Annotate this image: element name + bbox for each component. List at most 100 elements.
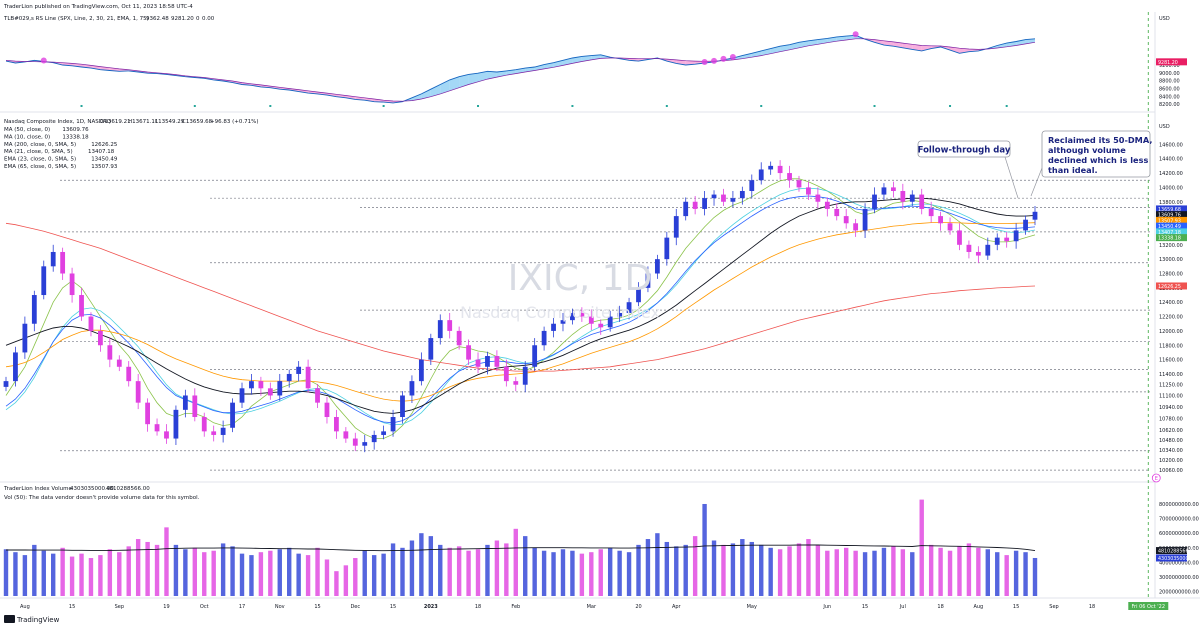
volume-bar [825, 550, 830, 596]
candle-body [466, 345, 471, 360]
time-axis-label: 15 [862, 604, 868, 610]
candle-body [853, 223, 859, 231]
volume-bar [485, 544, 490, 596]
price-price-tag-label: 13407.18 [1158, 230, 1181, 236]
rs-fill-segment [883, 40, 894, 47]
ohlc-high: H13671.11 [128, 119, 158, 125]
volume-bar [107, 549, 113, 596]
candle-body [286, 373, 292, 382]
candle-body [692, 201, 698, 209]
time-axis-label: 15 [390, 604, 396, 610]
volume-bar [589, 552, 594, 596]
candle-body [588, 316, 594, 324]
volume-legend-value-1: 4303035000.00 [70, 486, 114, 492]
ohlc-low: L13549.29 [155, 119, 185, 125]
volume-bar [806, 539, 811, 596]
time-axis-label: Jun [822, 604, 831, 610]
candle-body [334, 417, 339, 432]
volume-bar [211, 550, 216, 596]
price-tick-label: 14200.00 [1159, 171, 1183, 177]
time-axis-label: 17 [239, 604, 245, 610]
volume-average-line [6, 544, 1036, 552]
volume-bar [32, 544, 37, 596]
volume-bar [239, 553, 245, 596]
volume-bar [891, 546, 896, 596]
candle-body [447, 320, 453, 331]
time-axis-label: Sep [115, 604, 124, 610]
volume-bar [69, 556, 75, 596]
time-axis-label: Nov [275, 604, 285, 610]
volume-bar [381, 553, 386, 596]
candle-body [371, 434, 377, 443]
volume-bar [126, 546, 131, 596]
volume-bar [730, 543, 736, 596]
candle-body [579, 312, 585, 317]
candle-body [409, 381, 415, 396]
time-axis-label: 15 [69, 604, 75, 610]
volume-bar [834, 549, 839, 596]
candle-body [985, 244, 991, 256]
volume-bar [466, 550, 471, 596]
candle-body [975, 251, 981, 256]
volume-bar [135, 539, 141, 596]
rs-fill-segment [751, 50, 762, 58]
candle-body [909, 194, 915, 202]
candle-body [154, 424, 160, 432]
volume-bar [655, 533, 660, 596]
volume-bar [249, 555, 254, 596]
time-axis-label: Oct [200, 604, 209, 610]
time-axis: Aug 15 Sep 19 Oct 17 Nov 15 Dec 15 2023 18 Feb Mar 20 A… [20, 12, 1169, 610]
volume-bar [13, 552, 18, 596]
candle-body [636, 287, 641, 303]
volume-bar [305, 555, 311, 596]
candle-body [777, 165, 783, 174]
candle-body [1023, 219, 1028, 231]
candle-body [13, 352, 18, 382]
volume-tick-label: 2000000000.00 [1159, 590, 1199, 596]
price-tick-label: 11250.00 [1159, 383, 1183, 389]
candle-body [758, 169, 764, 181]
candle-body [164, 431, 169, 439]
candle-body [400, 395, 405, 418]
rs-fill-segment [449, 76, 460, 91]
volume-tick-label: 4000000000.00 [1159, 560, 1199, 566]
candle-body [362, 442, 368, 446]
indicator-legend-name: MA (200, close, 0, SMA, 5) [4, 142, 76, 148]
candle-body [966, 244, 972, 252]
time-axis-label: Sep [1049, 604, 1058, 610]
price-price-tag [1156, 211, 1187, 219]
volume-bar [711, 540, 717, 596]
rs-marker [477, 105, 480, 107]
volume-bar [985, 549, 990, 596]
candle-body [475, 359, 481, 367]
price-tick-label: 11600.00 [1159, 358, 1183, 364]
price-price-tag-label: 13450.49 [1158, 224, 1181, 230]
rs-new-high-dot [711, 57, 718, 64]
candle-body [352, 438, 358, 446]
candle-body [900, 190, 906, 202]
rs-legend-value-2: 9281.20 [171, 16, 194, 22]
volume-bar [702, 503, 707, 596]
time-axis-label: May [747, 604, 757, 610]
candle-body [890, 187, 896, 191]
volume-bar [721, 544, 726, 596]
rs-fill-segment [912, 44, 922, 51]
volume-bar [51, 553, 56, 596]
candle-body [739, 190, 745, 199]
time-axis-label: Dec [350, 604, 360, 610]
volume-price-tag [1156, 554, 1187, 562]
price-tick-label: 12800.00 [1159, 272, 1183, 278]
volume-bar [976, 547, 981, 596]
rs-fill-segment [874, 39, 884, 46]
volume-bar [315, 547, 320, 596]
volume-bar [768, 547, 773, 596]
volume-bar [164, 527, 169, 596]
volume-bar [3, 549, 9, 596]
candle-body [239, 388, 245, 403]
volume-bar [22, 555, 28, 596]
rs-marker [665, 105, 668, 107]
volume-bar [277, 549, 282, 596]
volume-bar [692, 536, 698, 596]
price-tick-label: 13800.00 [1159, 200, 1183, 206]
